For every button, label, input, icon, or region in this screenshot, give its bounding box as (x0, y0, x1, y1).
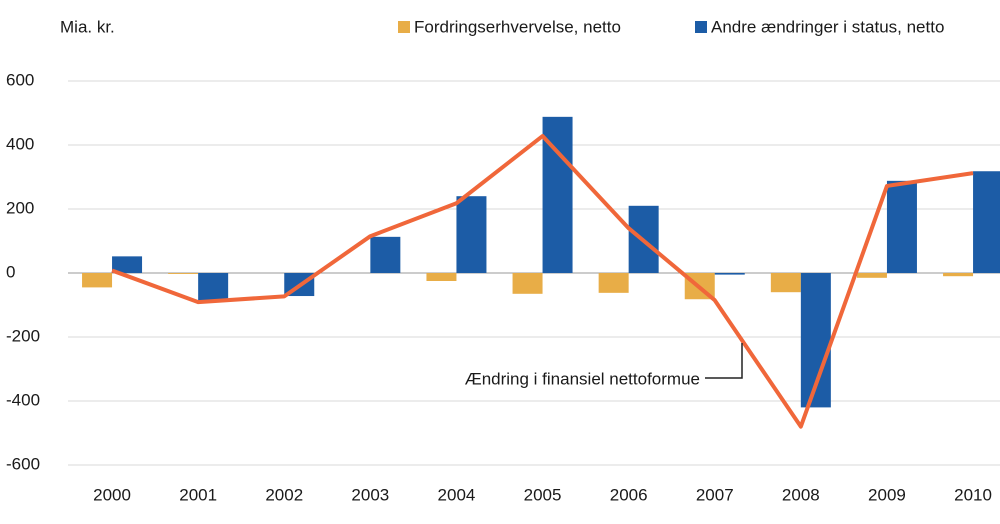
bar (370, 236, 401, 273)
bar (770, 273, 801, 293)
annotation-leader (705, 343, 743, 379)
line-label: Ændring i finansiel nettoformue (465, 369, 700, 388)
x-tick-label: 2004 (438, 485, 476, 504)
bar (456, 196, 487, 273)
bar (598, 273, 629, 293)
x-tick-label: 2002 (265, 485, 303, 504)
x-tick-label: 2007 (696, 485, 734, 504)
x-tick-label: 2001 (179, 485, 217, 504)
bar (426, 273, 457, 281)
y-tick-label: 200 (6, 198, 34, 217)
x-tick-label: 2000 (93, 485, 131, 504)
line (111, 134, 974, 429)
bar (943, 273, 974, 277)
legend-label: Andre ændringer i status, netto (711, 17, 944, 36)
x-tick-label: 2009 (868, 485, 906, 504)
legend-label: Fordringserhvervelse, netto (414, 17, 621, 36)
bar (168, 273, 199, 274)
y-tick-label: 600 (6, 70, 34, 89)
y-tick-label: 400 (6, 134, 34, 153)
x-tick-label: 2008 (782, 485, 820, 504)
bar (112, 256, 143, 273)
bar (82, 273, 113, 288)
bar (973, 171, 1000, 273)
x-tick-label: 2003 (351, 485, 389, 504)
legend-swatch (695, 21, 707, 33)
bar (198, 273, 229, 301)
y-tick-label: -600 (6, 454, 40, 473)
x-tick-label: 2006 (610, 485, 648, 504)
bar (714, 273, 745, 275)
bar (886, 180, 917, 273)
legend-swatch (398, 21, 410, 33)
x-tick-label: 2010 (954, 485, 992, 504)
bar (856, 273, 887, 278)
y-axis-label: Mia. kr. (60, 17, 115, 36)
bar (512, 273, 543, 294)
y-tick-label: -200 (6, 326, 40, 345)
x-tick-label: 2005 (524, 485, 562, 504)
y-tick-label: -400 (6, 390, 40, 409)
y-tick-label: 0 (6, 262, 15, 281)
